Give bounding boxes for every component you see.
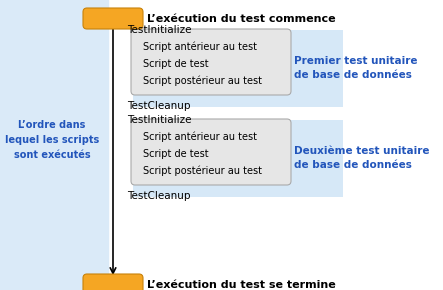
Text: TestInitialize: TestInitialize — [127, 115, 191, 125]
Text: TestCleanup: TestCleanup — [127, 101, 190, 111]
FancyBboxPatch shape — [131, 29, 291, 95]
Text: Premier test unitaire
de base de données: Premier test unitaire de base de données — [294, 56, 417, 80]
Text: L’exécution du test commence: L’exécution du test commence — [147, 14, 336, 23]
FancyBboxPatch shape — [83, 274, 143, 290]
Text: Script de test: Script de test — [143, 149, 209, 159]
FancyBboxPatch shape — [133, 120, 343, 197]
Text: L’ordre dans
lequel les scripts
sont exécutés: L’ordre dans lequel les scripts sont exé… — [5, 120, 99, 160]
FancyBboxPatch shape — [0, 0, 108, 290]
Text: Script antérieur au test: Script antérieur au test — [143, 42, 257, 52]
Text: Script postérieur au test: Script postérieur au test — [143, 76, 262, 86]
Text: Script de test: Script de test — [143, 59, 209, 69]
Text: Deuxième test unitaire
de base de données: Deuxième test unitaire de base de donnée… — [294, 146, 430, 171]
Text: TestCleanup: TestCleanup — [127, 191, 190, 201]
FancyBboxPatch shape — [133, 30, 343, 107]
FancyBboxPatch shape — [131, 119, 291, 185]
Text: Script postérieur au test: Script postérieur au test — [143, 166, 262, 176]
Text: TestInitialize: TestInitialize — [127, 25, 191, 35]
Text: Script antérieur au test: Script antérieur au test — [143, 132, 257, 142]
FancyBboxPatch shape — [83, 8, 143, 29]
Text: L’exécution du test se termine: L’exécution du test se termine — [147, 280, 336, 289]
